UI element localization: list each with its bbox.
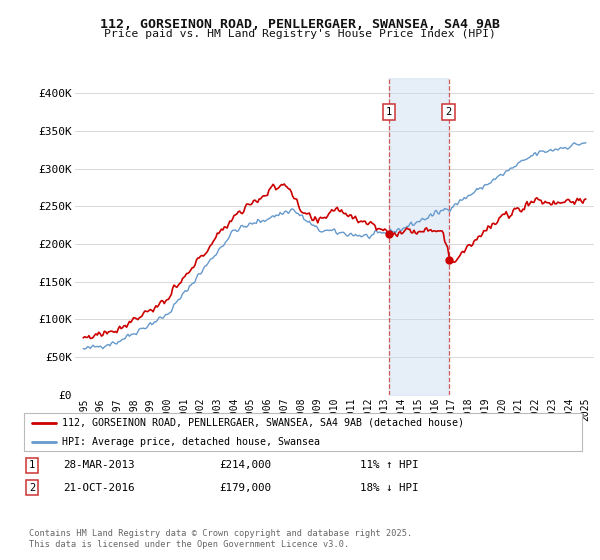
- Text: 11% ↑ HPI: 11% ↑ HPI: [360, 460, 419, 470]
- Text: 1: 1: [29, 460, 35, 470]
- Text: Contains HM Land Registry data © Crown copyright and database right 2025.
This d: Contains HM Land Registry data © Crown c…: [29, 529, 412, 549]
- Text: 1: 1: [386, 108, 392, 117]
- Text: 21-OCT-2016: 21-OCT-2016: [63, 483, 134, 493]
- Text: £214,000: £214,000: [219, 460, 271, 470]
- Text: 28-MAR-2013: 28-MAR-2013: [63, 460, 134, 470]
- Text: 2: 2: [29, 483, 35, 493]
- Text: 2: 2: [445, 108, 452, 117]
- Text: Price paid vs. HM Land Registry's House Price Index (HPI): Price paid vs. HM Land Registry's House …: [104, 29, 496, 39]
- Text: 112, GORSEINON ROAD, PENLLERGAER, SWANSEA, SA4 9AB (detached house): 112, GORSEINON ROAD, PENLLERGAER, SWANSE…: [62, 418, 464, 428]
- Text: HPI: Average price, detached house, Swansea: HPI: Average price, detached house, Swan…: [62, 437, 320, 447]
- Text: 112, GORSEINON ROAD, PENLLERGAER, SWANSEA, SA4 9AB: 112, GORSEINON ROAD, PENLLERGAER, SWANSE…: [100, 18, 500, 31]
- Text: 18% ↓ HPI: 18% ↓ HPI: [360, 483, 419, 493]
- Text: £179,000: £179,000: [219, 483, 271, 493]
